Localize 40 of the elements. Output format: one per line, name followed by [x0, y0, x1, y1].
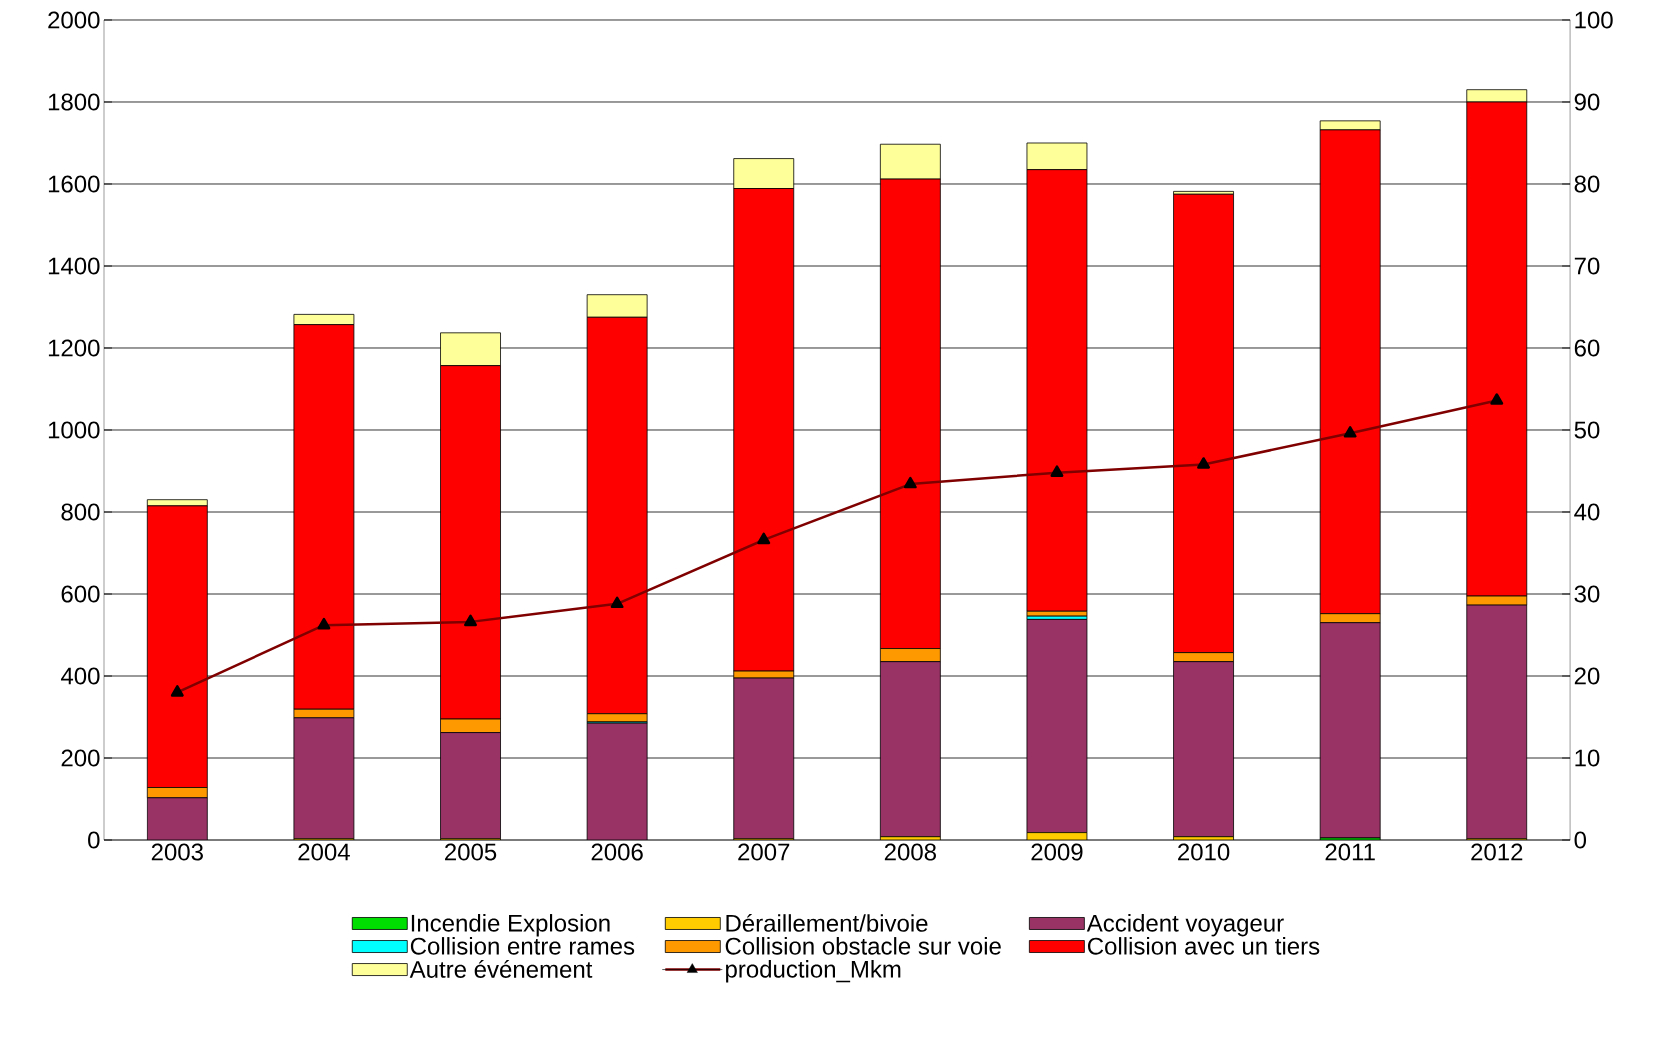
legend-label: Déraillement/bivoie — [726, 913, 928, 932]
y-tick-label: 2000 — [48, 11, 100, 29]
x-tick-label: 2003 — [151, 843, 203, 861]
y-tick-label: 200 — [61, 749, 100, 767]
y2-tick-label: 100 — [1575, 11, 1613, 29]
y-tick-label: 1600 — [48, 175, 100, 193]
y-tick-label: 1200 — [48, 339, 100, 357]
y-tick-label: 600 — [61, 585, 100, 603]
x-tick-label: 2007 — [738, 843, 790, 861]
x-tick-label: 2004 — [298, 843, 350, 861]
x-tick-label: 2006 — [591, 843, 643, 861]
y-tick-label: 800 — [61, 503, 100, 521]
y2-tick-label: 60 — [1574, 339, 1600, 357]
y-tick-label: 1400 — [48, 257, 100, 275]
legend-label: Incendie Explosion — [411, 914, 610, 937]
y2-tick-label: 80 — [1574, 175, 1600, 193]
y2-tick-label: 20 — [1574, 667, 1600, 685]
y2-tick-label: 90 — [1574, 93, 1600, 111]
y2-tick-label: 0 — [1574, 831, 1587, 849]
x-tick-label: 2005 — [445, 843, 497, 861]
x-tick-label: 2012 — [1471, 843, 1523, 861]
legend-label: Collision avec un tiers — [1087, 937, 1320, 955]
y-tick-label: 1800 — [48, 93, 100, 111]
x-tick-label: 2011 — [1325, 843, 1375, 861]
legend-label: Collision entre rames — [410, 937, 635, 955]
legend-label: production_Mkm — [726, 960, 901, 983]
y2-tick-label: 40 — [1574, 503, 1600, 521]
x-tick-label: 2009 — [1031, 843, 1083, 861]
legend-label: Autre événement — [409, 959, 593, 978]
x-tick-label: 2010 — [1178, 843, 1230, 861]
y2-tick-label: 30 — [1574, 585, 1600, 603]
legend-label: Accident voyageur — [1086, 914, 1284, 937]
y2-tick-label: 50 — [1574, 421, 1600, 439]
y-tick-label: 1000 — [48, 421, 100, 439]
y-tick-label: 400 — [60, 667, 100, 685]
y2-tick-label: 10 — [1575, 749, 1600, 767]
legend-label: Collision obstacle sur voie — [725, 937, 1001, 955]
x-tick-label: 2008 — [884, 843, 936, 861]
y2-tick-label: 70 — [1574, 257, 1600, 275]
y-tick-label: 0 — [88, 831, 100, 849]
